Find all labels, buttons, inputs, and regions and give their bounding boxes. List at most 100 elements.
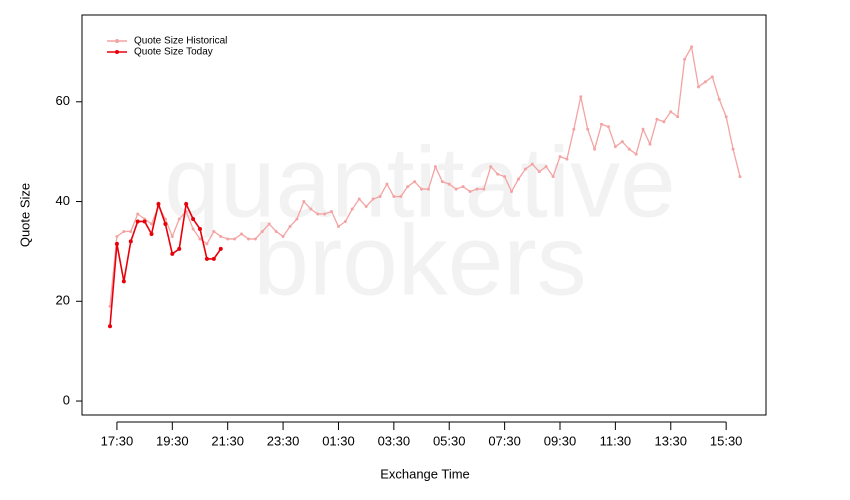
data-point bbox=[593, 147, 597, 151]
data-point bbox=[330, 210, 334, 214]
data-point bbox=[336, 224, 340, 228]
data-point bbox=[385, 182, 389, 186]
data-point bbox=[551, 175, 555, 179]
data-point bbox=[364, 205, 368, 209]
y-tick-label: 20 bbox=[56, 293, 70, 308]
watermark: brokers bbox=[253, 204, 586, 316]
data-point bbox=[544, 165, 548, 169]
y-tick-label: 0 bbox=[63, 392, 70, 407]
x-tick-label: 11:30 bbox=[600, 433, 632, 448]
y-tick-label: 40 bbox=[56, 193, 70, 208]
data-point bbox=[572, 127, 576, 131]
data-point bbox=[613, 145, 617, 149]
data-point bbox=[586, 127, 590, 131]
data-point bbox=[606, 125, 610, 129]
data-point bbox=[489, 165, 493, 169]
data-point bbox=[620, 140, 624, 144]
data-point bbox=[523, 167, 527, 171]
data-point bbox=[267, 222, 271, 226]
data-point bbox=[662, 120, 666, 124]
data-point bbox=[710, 75, 714, 79]
legend-marker bbox=[115, 39, 119, 43]
data-point bbox=[198, 226, 202, 231]
data-point bbox=[634, 152, 638, 156]
x-tick-label: 21:30 bbox=[211, 433, 244, 448]
data-point bbox=[343, 219, 347, 223]
data-point bbox=[433, 165, 437, 169]
data-point bbox=[641, 127, 645, 131]
data-point bbox=[669, 110, 673, 114]
data-point bbox=[309, 207, 313, 211]
data-point bbox=[150, 222, 154, 226]
data-point bbox=[288, 224, 292, 228]
data-point bbox=[108, 324, 112, 329]
data-point bbox=[579, 95, 583, 99]
data-point bbox=[108, 304, 112, 308]
data-point bbox=[731, 147, 735, 151]
data-point bbox=[413, 180, 417, 184]
data-point bbox=[191, 227, 195, 231]
data-point bbox=[240, 232, 244, 236]
data-point bbox=[378, 195, 382, 199]
data-point bbox=[302, 200, 306, 204]
data-point bbox=[170, 251, 175, 256]
data-point bbox=[253, 237, 257, 241]
x-axis-label: Exchange Time bbox=[380, 466, 470, 481]
data-point bbox=[128, 239, 133, 244]
data-point bbox=[420, 187, 424, 191]
data-point bbox=[323, 212, 327, 216]
y-axis-label: Quote Size bbox=[17, 183, 32, 247]
x-tick-label: 23:30 bbox=[267, 433, 300, 448]
data-point bbox=[447, 182, 451, 186]
data-point bbox=[142, 219, 147, 224]
data-point bbox=[205, 242, 209, 246]
data-point bbox=[530, 162, 534, 166]
data-point bbox=[724, 115, 728, 119]
data-point bbox=[357, 197, 361, 201]
data-point bbox=[537, 170, 541, 174]
data-point bbox=[226, 237, 230, 241]
data-point bbox=[121, 279, 126, 284]
data-point bbox=[461, 185, 465, 189]
data-point bbox=[177, 246, 182, 251]
data-point bbox=[717, 97, 721, 101]
data-point bbox=[703, 80, 707, 84]
data-point bbox=[426, 187, 430, 191]
data-point bbox=[738, 175, 742, 179]
data-point bbox=[683, 57, 687, 61]
x-tick-label: 09:30 bbox=[544, 433, 577, 448]
data-point bbox=[191, 216, 196, 221]
legend-label: Quote Size Today bbox=[134, 47, 213, 58]
data-point bbox=[114, 241, 119, 246]
x-tick-label: 03:30 bbox=[378, 433, 411, 448]
data-point bbox=[468, 190, 472, 194]
x-tick-label: 01:30 bbox=[322, 433, 355, 448]
data-point bbox=[163, 221, 168, 226]
data-point bbox=[392, 195, 396, 199]
data-point bbox=[510, 190, 514, 194]
data-point bbox=[281, 234, 285, 238]
data-point bbox=[399, 195, 403, 199]
data-point bbox=[135, 219, 140, 224]
watermark: quantitative bbox=[164, 126, 675, 238]
data-point bbox=[211, 256, 216, 261]
data-point bbox=[170, 234, 174, 238]
data-point bbox=[655, 117, 659, 121]
plot-frame bbox=[81, 14, 767, 416]
data-point bbox=[274, 229, 278, 233]
x-tick-label: 17:30 bbox=[101, 433, 134, 448]
x-tick-label: 05:30 bbox=[433, 433, 466, 448]
data-point bbox=[406, 185, 410, 189]
data-point bbox=[149, 231, 154, 236]
data-point bbox=[233, 237, 237, 241]
data-point bbox=[219, 234, 223, 238]
data-point bbox=[177, 217, 181, 221]
x-tick-label: 07:30 bbox=[488, 433, 521, 448]
data-point bbox=[204, 256, 209, 261]
data-point bbox=[350, 207, 354, 211]
data-point bbox=[482, 187, 486, 191]
data-point bbox=[558, 155, 562, 159]
legend-marker bbox=[115, 50, 119, 54]
x-tick-label: 15:30 bbox=[710, 433, 743, 448]
data-point bbox=[696, 85, 700, 89]
